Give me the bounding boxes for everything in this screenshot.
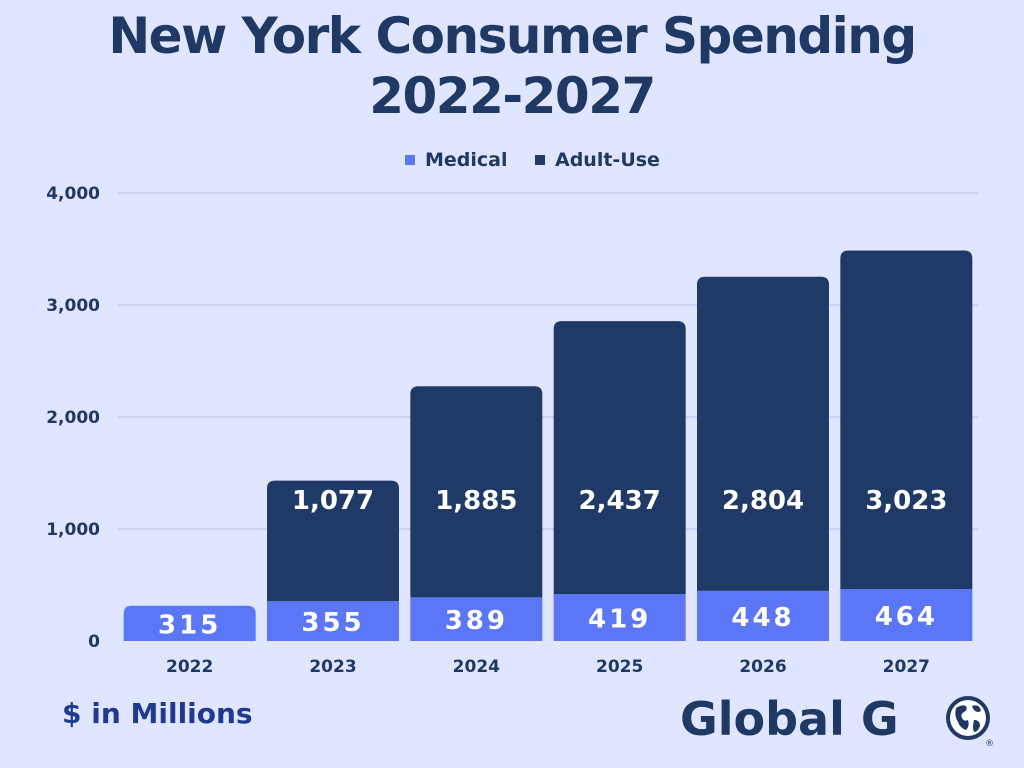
bar-medical-2022 <box>123 605 256 641</box>
bar-adult-use-2026 <box>697 276 829 591</box>
data-label-medical-2026: 448 <box>731 603 794 633</box>
bar-adult-use-2025 <box>553 321 686 595</box>
bar-medical-2023 <box>267 601 399 641</box>
x-tick-label: 2023 <box>309 657 356 677</box>
registered-mark: ® <box>985 739 994 749</box>
bar-adult-use-2024 <box>410 386 543 598</box>
y-tick-label: 0 <box>88 632 100 652</box>
x-tick-label: 2027 <box>883 657 930 677</box>
data-label-adult-use-2023: 1,077 <box>292 486 374 516</box>
units-note: $ in Millions <box>62 697 253 730</box>
axes: 0 1,000 2,000 3,000 4,000 2022 2023 2024 2025 202… <box>46 184 930 677</box>
y-tick-label: 2,000 <box>46 408 100 428</box>
data-label-adult-use-2025: 2,437 <box>579 486 661 516</box>
globe-icon <box>946 696 990 740</box>
legend-swatch-medical <box>405 155 415 165</box>
x-tick-label: 2026 <box>739 657 786 677</box>
bar-adult-use-2023 <box>267 480 399 602</box>
bars <box>123 250 973 641</box>
y-tick-label: 3,000 <box>46 296 100 316</box>
data-labels: 315 355 1,077 389 1,885 419 2,437 448 2,804 464 3,… <box>158 486 947 640</box>
bar-medical-2027 <box>840 589 973 641</box>
x-tick-label: 2022 <box>166 657 213 677</box>
brand-logo-text: Global G <box>680 692 899 746</box>
data-label-adult-use-2026: 2,804 <box>722 486 804 516</box>
chart-title-line-2: 2022-2027 <box>369 67 656 125</box>
gridlines <box>118 192 978 530</box>
x-tick-label: 2025 <box>596 657 643 677</box>
legend-label-medical: Medical <box>425 149 508 171</box>
data-label-medical-2025: 419 <box>588 605 651 635</box>
data-label-adult-use-2027: 3,023 <box>865 486 947 516</box>
y-tick-label: 1,000 <box>46 520 100 540</box>
data-label-medical-2027: 464 <box>875 602 938 632</box>
data-label-medical-2024: 389 <box>445 606 508 636</box>
bar-medical-2026 <box>697 590 829 641</box>
chart-title: New York Consumer Spending 2022-2027 <box>0 6 1024 126</box>
legend: Medical Adult-Use <box>405 149 660 171</box>
y-tick-label: 4,000 <box>46 184 100 204</box>
data-label-medical-2022: 315 <box>158 610 221 640</box>
bar-adult-use-2027 <box>840 250 973 590</box>
brand-logo: Global G ® <box>680 692 994 749</box>
chart-title-line-1: New York Consumer Spending <box>108 7 917 65</box>
x-tick-label: 2024 <box>453 657 500 677</box>
data-label-adult-use-2024: 1,885 <box>435 486 517 516</box>
bar-medical-2025 <box>553 594 686 641</box>
bar-medical-2024 <box>410 597 543 641</box>
legend-swatch-adult-use <box>535 155 545 165</box>
data-label-medical-2023: 355 <box>301 608 364 638</box>
legend-label-adult-use: Adult-Use <box>555 149 660 171</box>
